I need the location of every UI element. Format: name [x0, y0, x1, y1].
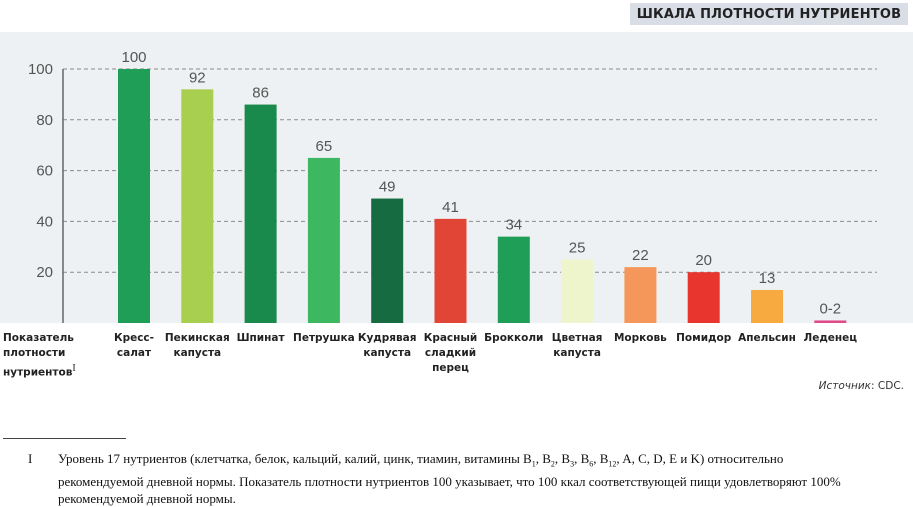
footnote-line-1: Уровень 17 нутриентов (клетчатка, белок,…: [58, 451, 784, 469]
vitamin-separator: , B: [574, 451, 590, 466]
chart-title-box: ШКАЛА ПЛОТНОСТИ НУТРИЕНТОВ: [630, 3, 908, 25]
data-label: 86: [252, 85, 269, 102]
footnote-mark: I: [28, 451, 33, 466]
bar: [244, 104, 277, 323]
y-tick-label: 100: [28, 61, 53, 78]
vitamin-subscript: 3: [570, 459, 575, 469]
footnote-ref[interactable]: I: [72, 363, 76, 374]
bar: [687, 272, 720, 323]
category-label: Леденец: [803, 332, 858, 344]
bar: [434, 218, 467, 323]
y-axis-label-line: плотности: [3, 347, 66, 359]
data-label: 22: [632, 247, 649, 264]
footnote-line-3: рекомендуемой дневной нормы.: [58, 490, 236, 506]
y-tick-label: 60: [36, 163, 53, 180]
y-tick-label: 20: [36, 264, 53, 281]
y-tick-label: 80: [36, 112, 53, 129]
category-label: Апельсин: [738, 332, 796, 344]
source-label: Источник: [818, 380, 872, 392]
data-label: 34: [505, 217, 522, 234]
vitamin-list: 1, B2, B3, B6, B12: [531, 451, 617, 469]
vitamin-subscript: 2: [550, 459, 555, 469]
data-labels: 100 92 86 65 49 41 34 25 22 20 13 0-2: [121, 49, 841, 317]
data-label: 65: [316, 138, 333, 155]
category-label: Красный сладкий перец: [423, 332, 478, 374]
bar-chart: 20 40 60 80 100 100 92 86 65 49 41 34 25 22 20 13 0-2: [28, 49, 877, 323]
bar: [751, 289, 783, 323]
bar: [497, 236, 530, 323]
chart-title: ШКАЛА ПЛОТНОСТИ НУТРИЕНТОВ: [636, 6, 902, 22]
data-label: 20: [695, 252, 712, 269]
y-axis-label-line: нутриентовI: [3, 363, 76, 379]
source-note: Источник: CDC.: [819, 380, 904, 392]
data-label: 49: [379, 179, 396, 196]
category-label: Петрушка: [293, 332, 355, 344]
y-tick-labels: 20 40 60 80 100: [28, 61, 53, 281]
bars: [118, 69, 847, 323]
category-label: Кудрявая капуста: [357, 332, 417, 359]
bar: [181, 89, 214, 323]
data-label: 41: [442, 199, 459, 216]
y-axis-label: Показатель плотности нутриентовI: [3, 331, 76, 381]
vitamin-separator: , B: [554, 451, 571, 466]
vitamin-separator: , B: [535, 451, 551, 466]
y-axis-label-line: Показатель: [3, 332, 74, 344]
category-label: Морковь: [613, 332, 667, 344]
footnote-line-2: рекомендуемой дневной нормы. Показатель …: [58, 473, 841, 489]
vitamin-separator: , B: [593, 451, 609, 466]
category-label: Шпинат: [236, 332, 285, 344]
bar: [307, 157, 340, 323]
data-label: 92: [189, 69, 206, 86]
vitamin-subscript: 1: [531, 459, 536, 469]
data-label: 100: [121, 49, 146, 66]
bar: [624, 267, 657, 323]
vitamin-subscript: 12: [608, 459, 617, 469]
category-label: Помидор: [676, 332, 732, 344]
category-label: Кресс- салат: [113, 332, 155, 359]
y-tick-label: 40: [36, 213, 53, 230]
footnote-divider: [3, 438, 126, 439]
bar: [371, 198, 404, 323]
category-label: Брокколи: [484, 332, 544, 344]
vitamin-subscript: 6: [589, 459, 594, 469]
footnote: I Уровень 17 нутриентов (клетчатка, бело…: [28, 450, 908, 507]
bar: [561, 259, 594, 323]
data-label: 25: [569, 240, 586, 257]
category-label: Цветная капуста: [551, 332, 603, 359]
bar: [814, 320, 847, 323]
data-label: 13: [759, 270, 776, 287]
category-label: Пекинская капуста: [164, 332, 230, 359]
source-value: : CDC.: [871, 380, 904, 392]
data-label: 0-2: [819, 300, 841, 317]
bar: [118, 69, 150, 323]
